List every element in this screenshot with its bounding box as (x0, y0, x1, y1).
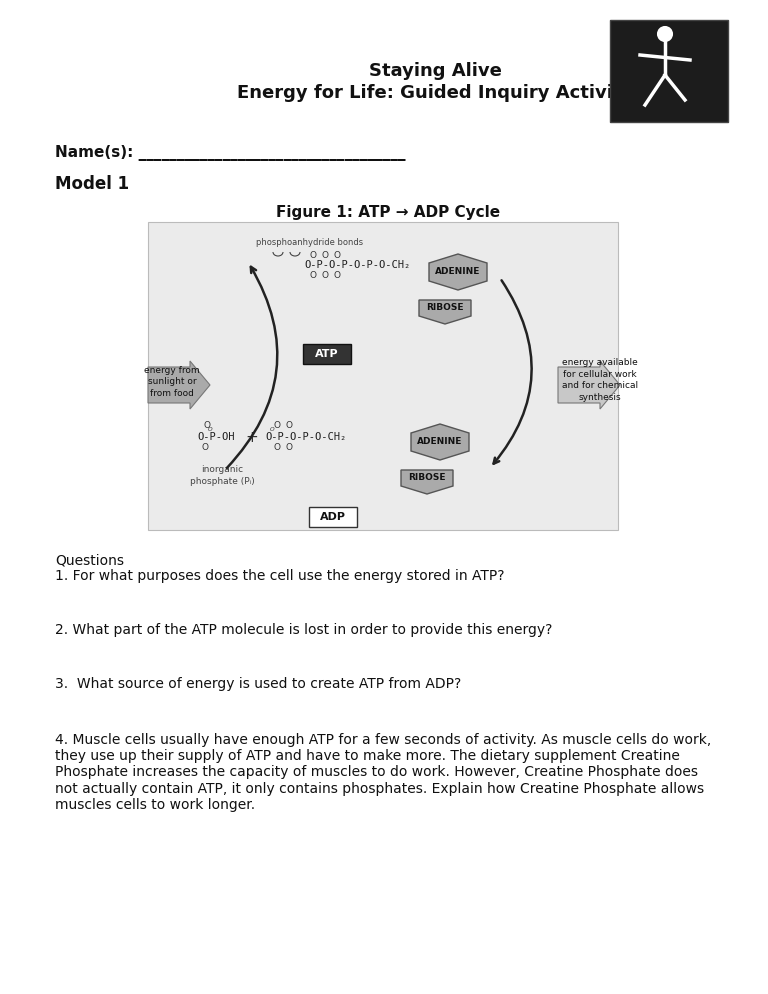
Text: O: O (273, 442, 280, 451)
Polygon shape (401, 470, 453, 494)
Text: O: O (204, 420, 210, 429)
Text: O-P-O-P-O-CH₂: O-P-O-P-O-CH₂ (265, 432, 346, 442)
Text: O: O (322, 250, 329, 259)
Text: O: O (333, 270, 340, 279)
Text: 4. Muscle cells usually have enough ATP for a few seconds of activity. As muscle: 4. Muscle cells usually have enough ATP … (55, 733, 711, 812)
Text: 3.  What source of energy is used to create ATP from ADP?: 3. What source of energy is used to crea… (55, 677, 462, 691)
Text: energy from
sunlight or
from food: energy from sunlight or from food (144, 366, 200, 399)
Text: ADP: ADP (320, 512, 346, 522)
FancyBboxPatch shape (309, 507, 357, 527)
FancyArrow shape (148, 361, 210, 409)
Text: O: O (310, 270, 316, 279)
Text: energy available
for cellular work
and for chemical
synthesis: energy available for cellular work and f… (562, 358, 638, 403)
Text: phosphoanhydride bonds: phosphoanhydride bonds (257, 238, 363, 247)
Text: ADENINE: ADENINE (417, 437, 462, 446)
Text: O-P-O-P-O-P-O-CH₂: O-P-O-P-O-P-O-CH₂ (304, 260, 410, 270)
Text: $^O$: $^O$ (207, 426, 214, 435)
Text: RIBOSE: RIBOSE (409, 473, 445, 482)
Text: O: O (286, 420, 293, 429)
Text: O: O (333, 250, 340, 259)
Text: 1. For what purposes does the cell use the energy stored in ATP?: 1. For what purposes does the cell use t… (55, 569, 505, 583)
FancyBboxPatch shape (610, 20, 728, 122)
Text: Figure 1: ATP → ADP Cycle: Figure 1: ATP → ADP Cycle (276, 205, 500, 220)
FancyBboxPatch shape (303, 344, 351, 364)
Text: inorganic: inorganic (201, 465, 243, 474)
Text: O: O (201, 442, 208, 451)
Text: O: O (273, 420, 280, 429)
FancyArrow shape (558, 361, 620, 409)
Text: Staying Alive: Staying Alive (369, 62, 502, 80)
Polygon shape (419, 300, 471, 324)
Text: phosphate (Pᵢ): phosphate (Pᵢ) (190, 477, 254, 486)
Text: Model 1: Model 1 (55, 175, 129, 193)
Text: ATP: ATP (315, 349, 339, 359)
Text: +: + (246, 429, 258, 444)
Text: O: O (322, 270, 329, 279)
FancyBboxPatch shape (148, 222, 618, 530)
Text: O: O (310, 250, 316, 259)
Circle shape (658, 27, 672, 41)
Polygon shape (411, 424, 469, 460)
Text: RIBOSE: RIBOSE (426, 303, 464, 312)
Text: ADENINE: ADENINE (435, 267, 481, 276)
Text: 2. What part of the ATP molecule is lost in order to provide this energy?: 2. What part of the ATP molecule is lost… (55, 623, 552, 637)
Text: O: O (286, 442, 293, 451)
Text: Name(s): ___________________________________: Name(s): _______________________________… (55, 145, 406, 161)
Text: $^O$: $^O$ (269, 426, 275, 435)
Polygon shape (429, 254, 487, 290)
Text: Energy for Life: Guided Inquiry Activity: Energy for Life: Guided Inquiry Activity (237, 84, 633, 102)
Text: Questions: Questions (55, 553, 124, 567)
Text: O-P-OH: O-P-OH (197, 432, 234, 442)
